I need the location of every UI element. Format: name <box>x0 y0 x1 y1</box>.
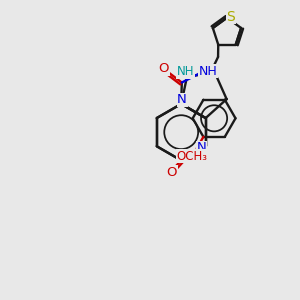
Text: O: O <box>167 166 177 179</box>
Text: OCH₃: OCH₃ <box>177 150 208 163</box>
Text: O: O <box>159 62 169 75</box>
Text: NH: NH <box>199 65 217 78</box>
Text: S: S <box>226 10 235 23</box>
Text: NH: NH <box>177 65 194 78</box>
Text: N: N <box>205 66 215 79</box>
Text: N: N <box>196 141 206 154</box>
Text: N: N <box>177 93 187 106</box>
